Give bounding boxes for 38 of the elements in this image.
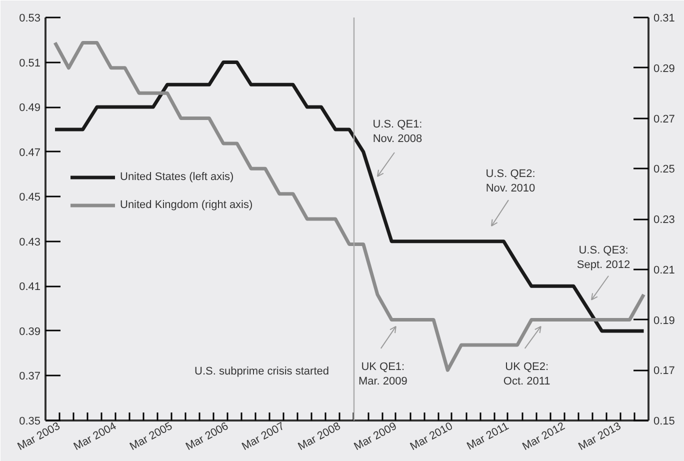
y-tick-label: 0.49 xyxy=(19,102,41,114)
y-tick-label: 0.47 xyxy=(19,146,41,159)
y2-tick-label: 0.29 xyxy=(654,62,675,75)
y-tick-label: 0.43 xyxy=(19,236,41,248)
y-tick-label: 0.35 xyxy=(19,416,41,428)
y2-tick-label: 0.19 xyxy=(654,314,675,327)
annotation: UK QE2: Oct. 2011 xyxy=(503,361,550,388)
legend-label: United Kingdom (right axis) xyxy=(120,199,253,211)
y2-tick-label: 0.25 xyxy=(654,164,675,176)
annotation: U.S. QE1: Nov. 2008 xyxy=(372,118,422,145)
y-tick-label: 0.53 xyxy=(19,12,41,24)
x-tick-label: Mar 2008 xyxy=(296,420,343,454)
y2-tick-label: 0.31 xyxy=(654,12,675,24)
x-tick-label: Mar 2006 xyxy=(184,420,230,454)
y2-tick-label: 0.15 xyxy=(654,416,675,428)
x-tick-label: Mar 2007 xyxy=(240,420,287,454)
x-tick-label: Mar 2004 xyxy=(72,420,118,454)
y-tick-label: 0.39 xyxy=(19,326,41,338)
y2-tick-label: 0.27 xyxy=(654,113,675,126)
y2-tick-label: 0.23 xyxy=(654,214,675,226)
annotation: U.S. QE3: Sept. 2012 xyxy=(576,244,630,272)
x-tick-label: Mar 2005 xyxy=(128,420,174,454)
y2-tick-label: 0.21 xyxy=(654,264,675,276)
ref-line-label: U.S. subprime crisis started xyxy=(194,366,329,378)
x-tick-label: Mar 2013 xyxy=(576,420,624,454)
annotation: U.S. QE2: Nov. 2010 xyxy=(486,168,536,194)
line-series xyxy=(53,60,646,333)
x-tick-label: Mar 2009 xyxy=(352,420,399,454)
y-tick-label: 0.45 xyxy=(19,192,41,204)
x-tick-label: Mar 2010 xyxy=(408,420,455,454)
y-tick-label: 0.51 xyxy=(19,57,41,70)
x-tick-label: Mar 2012 xyxy=(520,420,568,454)
annotation: UK QE1: Mar. 2009 xyxy=(358,361,408,388)
legend-label: United States (left axis) xyxy=(120,171,234,183)
y-tick-label: 0.41 xyxy=(19,281,41,294)
y2-tick-label: 0.17 xyxy=(654,365,675,378)
x-tick-label: Mar 2011 xyxy=(465,420,511,453)
y-tick-label: 0.37 xyxy=(19,370,41,383)
